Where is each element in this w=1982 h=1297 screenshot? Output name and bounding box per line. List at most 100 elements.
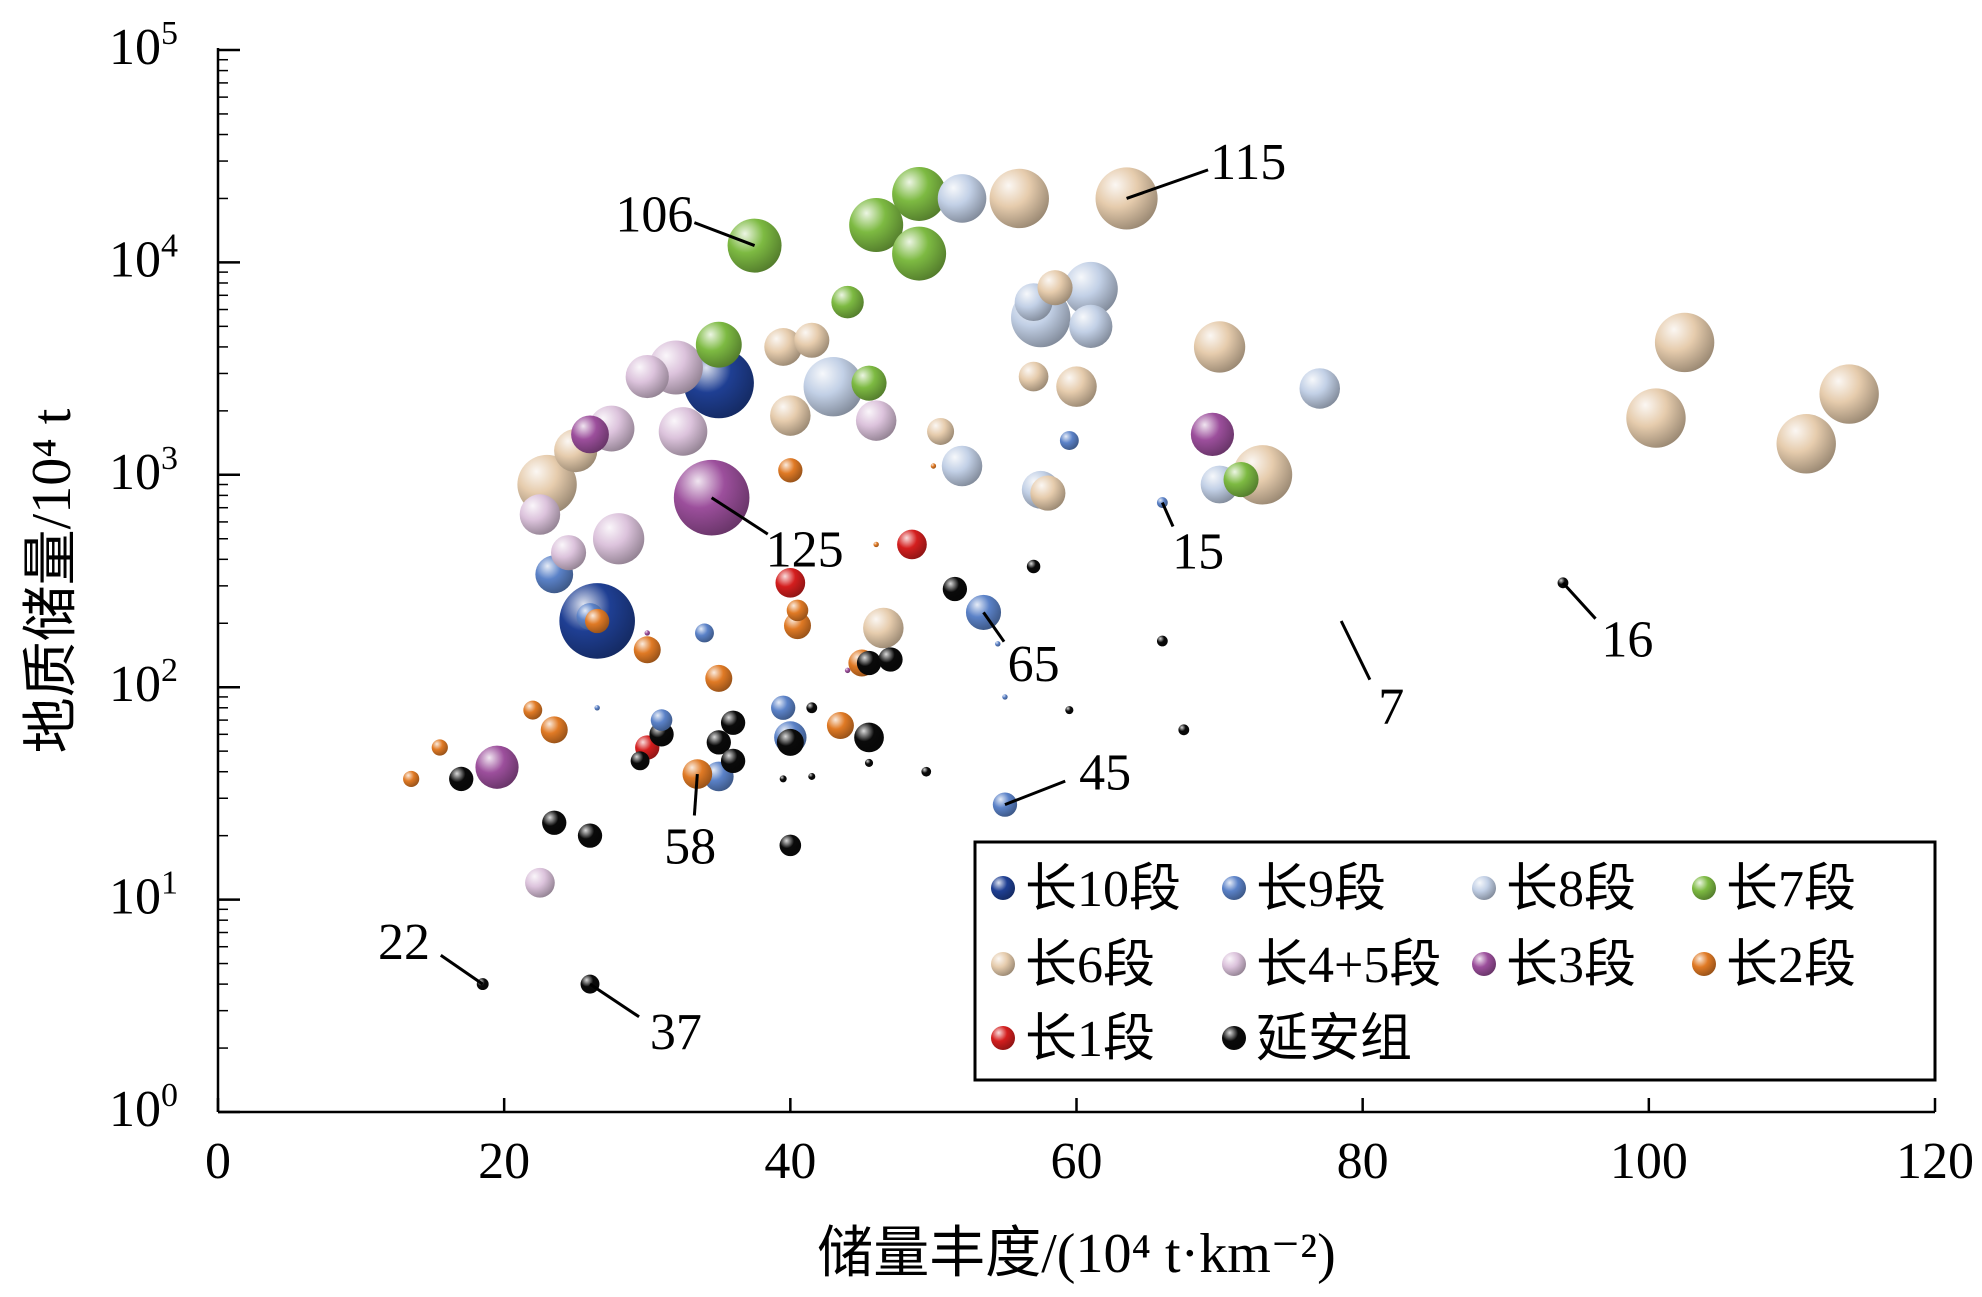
x-tick-label: 120	[1896, 1133, 1974, 1190]
annotation-leader-line	[1561, 581, 1597, 620]
y-tick-label: 103	[109, 440, 178, 501]
data-point	[771, 695, 796, 720]
data-point	[794, 322, 830, 358]
data-point	[775, 567, 806, 598]
data-point	[1626, 388, 1686, 448]
data-point	[776, 728, 804, 756]
data-point	[873, 541, 879, 548]
data-point	[1063, 261, 1118, 316]
data-point	[856, 650, 882, 676]
annotation-leader-line	[710, 496, 769, 536]
data-point	[705, 664, 733, 692]
data-point	[779, 775, 787, 783]
data-point	[989, 168, 1049, 229]
data-point	[1059, 431, 1079, 450]
data-point	[764, 328, 803, 366]
data-point	[1095, 167, 1158, 230]
data-point	[523, 700, 543, 720]
x-tick-label: 20	[478, 1133, 530, 1190]
data-point	[585, 608, 610, 634]
data-point	[551, 535, 587, 571]
annotation-label: 37	[650, 1004, 702, 1061]
x-tick-label: 80	[1337, 1133, 1389, 1190]
annotation-label: 45	[1079, 745, 1131, 802]
data-point	[806, 702, 818, 714]
legend-label: 长1段	[1025, 1011, 1155, 1068]
annotation-label: 115	[1210, 134, 1286, 191]
data-point	[851, 365, 887, 401]
annotation-leader-line	[1339, 620, 1372, 681]
data-point	[695, 321, 742, 368]
y-tick-label: 102	[109, 652, 178, 713]
legend-marker	[1472, 876, 1496, 900]
y-tick-label: 100	[109, 1077, 178, 1138]
data-point	[778, 458, 803, 483]
legend-label: 长9段	[1256, 861, 1386, 918]
data-point	[475, 745, 519, 789]
data-point	[1654, 312, 1715, 373]
legend-marker	[991, 1026, 1015, 1050]
data-point	[720, 710, 746, 735]
x-tick-label: 100	[1610, 1133, 1688, 1190]
data-point	[930, 463, 937, 469]
data-point	[849, 197, 904, 252]
annotation-leader-line	[439, 954, 484, 986]
data-point	[1299, 368, 1340, 409]
legend-label: 长8段	[1506, 861, 1636, 918]
data-point	[786, 599, 809, 622]
legend-marker	[991, 876, 1015, 900]
data-point	[779, 834, 802, 857]
data-point	[633, 636, 661, 664]
data-point	[571, 415, 609, 454]
data-point	[844, 667, 851, 674]
x-axis-title: 储量丰度/(10⁴ t·km⁻²)	[817, 1223, 1336, 1285]
legend-marker	[1472, 952, 1496, 976]
x-tick-label: 60	[1051, 1133, 1103, 1190]
data-point	[863, 607, 904, 649]
annotation-leader-line	[1126, 168, 1209, 200]
annotation-leader-line	[692, 773, 699, 816]
annotation-label: 65	[1008, 636, 1060, 693]
data-point	[1819, 364, 1879, 424]
data-point	[449, 766, 474, 792]
data-point	[878, 647, 903, 672]
legend-marker	[1222, 876, 1246, 900]
data-point	[630, 751, 650, 771]
legend-label: 长4+5段	[1256, 937, 1441, 994]
data-point	[1002, 694, 1008, 700]
annotations: 115 106 125 15 16 65 7 45 58 22 37	[378, 134, 1653, 1061]
data-point	[525, 867, 555, 898]
data-point	[1193, 321, 1246, 373]
data-point	[644, 630, 650, 636]
data-point	[992, 792, 1018, 817]
data-point	[864, 758, 874, 767]
annotation-leader-line	[589, 982, 640, 1019]
annotation-leader-line	[1160, 501, 1175, 528]
data-point	[854, 722, 884, 753]
data-point	[826, 712, 854, 740]
data-point	[937, 174, 987, 223]
data-point	[808, 772, 816, 780]
data-point	[695, 623, 714, 643]
data-point	[1223, 461, 1259, 498]
data-point	[927, 417, 955, 445]
data-point	[706, 730, 731, 755]
legend-box	[973, 840, 1937, 1082]
annotation-leader-line	[693, 221, 756, 247]
annotation-label: 125	[766, 521, 844, 578]
data-point	[1190, 412, 1235, 456]
data-point	[921, 766, 932, 777]
annotation-label: 15	[1172, 524, 1224, 581]
data-point	[942, 576, 968, 602]
data-point	[1026, 559, 1041, 574]
data-point	[542, 810, 567, 835]
data-point	[592, 513, 645, 565]
data-point	[540, 716, 568, 744]
y-tick-label: 101	[109, 865, 178, 926]
data-point	[594, 705, 600, 711]
data-point	[892, 226, 947, 281]
legend-label: 长3段	[1506, 937, 1636, 994]
